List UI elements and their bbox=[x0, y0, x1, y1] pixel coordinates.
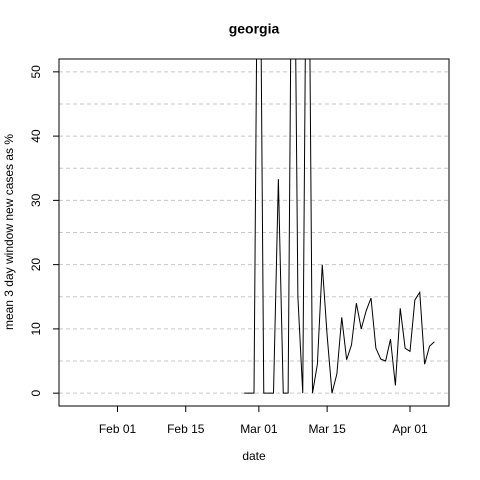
chart-title: georgia bbox=[229, 21, 280, 37]
y-tick-label: 30 bbox=[29, 193, 43, 207]
y-tick-label: 0 bbox=[29, 389, 43, 396]
x-tick-label: Feb 01 bbox=[99, 422, 137, 436]
y-tick-label: 10 bbox=[29, 322, 43, 336]
x-tick-label: Mar 15 bbox=[308, 422, 346, 436]
y-axis-label: mean 3 day window new cases as % bbox=[2, 134, 16, 330]
x-tick-label: Mar 01 bbox=[240, 422, 278, 436]
x-tick-label: Apr 01 bbox=[392, 422, 428, 436]
y-tick-label: 50 bbox=[29, 65, 43, 79]
x-tick-label: Feb 15 bbox=[167, 422, 205, 436]
y-tick-label: 40 bbox=[29, 129, 43, 143]
data-line bbox=[244, 59, 435, 394]
y-tick-label: 20 bbox=[29, 258, 43, 272]
x-axis-label: date bbox=[242, 449, 266, 463]
plot-frame bbox=[58, 58, 450, 407]
